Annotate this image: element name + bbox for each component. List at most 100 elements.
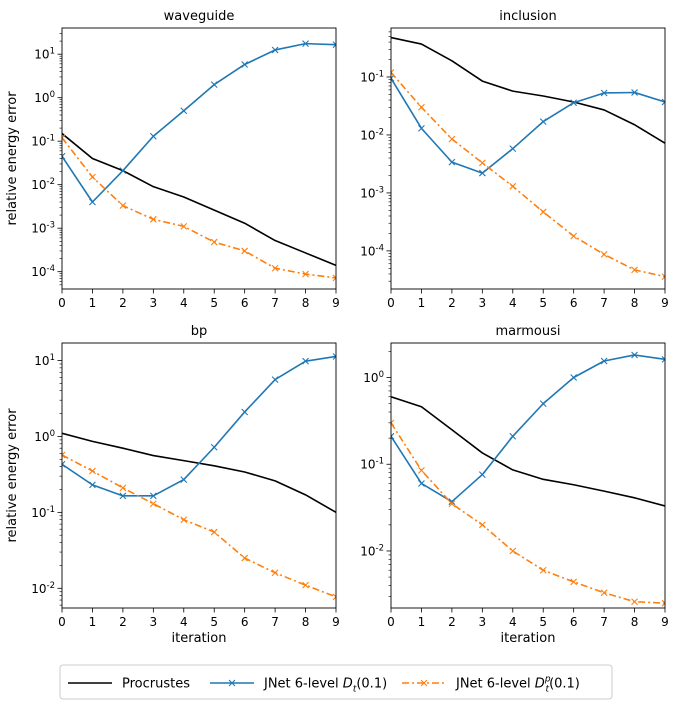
marker-stroke (119, 167, 127, 175)
marker-stroke (241, 61, 249, 68)
legend-label: Procrustes (122, 677, 190, 692)
marker-stroke (332, 353, 336, 358)
legend-entry-2: JNet 6-level Dp t(0.1) (402, 675, 580, 695)
x-tick-label: 0 (58, 296, 66, 310)
x-tick-label: 6 (241, 615, 249, 629)
x-tick-label: 7 (271, 296, 279, 310)
data-point-marker (210, 528, 218, 536)
series-line-2 (62, 137, 336, 279)
plot-title: waveguide (164, 9, 235, 24)
marker-stroke (570, 578, 578, 586)
data-point-marker (241, 247, 249, 255)
marker-stroke (89, 198, 96, 206)
legend-marker (420, 679, 428, 687)
data-point-marker (631, 266, 638, 274)
data-point-marker (631, 351, 638, 359)
data-point-marker (570, 374, 578, 381)
x-tick-label: 4 (180, 615, 188, 629)
data-point-marker (271, 569, 279, 577)
data-point-marker (539, 118, 547, 125)
data-point-marker (509, 182, 517, 190)
marker-stroke (62, 134, 66, 139)
x-tick-label: 2 (119, 615, 127, 629)
data-point-marker (119, 167, 127, 175)
marker-stroke (509, 432, 517, 440)
marker-stroke (391, 69, 395, 74)
x-tick-label: 9 (332, 296, 340, 310)
marker-stroke (89, 481, 96, 489)
marker-stroke (539, 566, 547, 574)
marker-stroke (600, 251, 608, 258)
x-tick-label: 3 (479, 296, 487, 310)
marker-stroke (332, 593, 336, 598)
marker-stroke (631, 598, 638, 606)
data-point-marker (332, 353, 336, 360)
marker-stroke (332, 596, 336, 601)
marker-stroke (332, 43, 336, 49)
data-point-marker (600, 589, 608, 597)
marker-stroke (210, 528, 218, 536)
marker-stroke (448, 498, 456, 506)
marker-stroke (539, 118, 547, 125)
x-tick-label: 2 (448, 296, 456, 310)
marker-stroke (418, 480, 425, 487)
marker-stroke (62, 463, 66, 468)
data-point-marker (119, 484, 127, 492)
marker-stroke (631, 266, 638, 274)
legend-label: JNet 6-level Dp t(0.1) (455, 675, 580, 695)
marker-stroke (302, 40, 309, 48)
marker-stroke (149, 132, 157, 140)
marker-stroke (241, 408, 249, 416)
data-point-marker (391, 74, 395, 82)
data-point-marker (509, 145, 517, 153)
data-point-marker (241, 554, 249, 562)
marker-stroke (332, 41, 336, 46)
plot-title: inclusion (499, 9, 556, 24)
marker-stroke (149, 500, 157, 508)
marker-stroke (391, 419, 395, 424)
data-point-marker (332, 41, 336, 49)
marker-stroke (62, 136, 66, 142)
data-point-marker (631, 89, 638, 96)
marker-stroke (509, 182, 517, 190)
x-tick-label: 3 (150, 296, 158, 310)
series-group (62, 40, 336, 282)
data-point-marker (391, 432, 395, 440)
marker-stroke (180, 223, 188, 230)
x-tick-label: 6 (570, 615, 578, 629)
x-tick-label: 5 (210, 296, 218, 310)
data-point-marker (661, 599, 665, 607)
y-tick-label: 10-1 (31, 505, 55, 520)
x-tick-label: 8 (631, 615, 639, 629)
data-point-marker (332, 274, 336, 282)
data-point-marker (418, 124, 425, 132)
x-tick-label: 4 (180, 296, 188, 310)
marker-stroke (478, 159, 486, 167)
marker-stroke (391, 422, 395, 427)
data-point-marker (631, 598, 638, 606)
marker-stroke (210, 238, 218, 246)
data-point-marker (418, 466, 425, 474)
plot-title: marmousi (496, 324, 561, 339)
chart-panel-inclusion: inclusion 10-4 10-3 10-2 10-1 0 1 2 3 4 5 6 7 8 9 (360, 9, 669, 310)
data-point-marker (418, 103, 425, 111)
marker-stroke (332, 274, 336, 279)
y-axis-label: relative energy error (5, 91, 20, 226)
y-tick-label: 10-2 (360, 127, 384, 142)
data-point-marker (448, 158, 456, 166)
marker-stroke (302, 357, 309, 365)
data-point-marker (509, 432, 517, 440)
x-tick-label: 0 (58, 615, 66, 629)
data-point-marker (271, 46, 279, 54)
x-tick-label: 3 (479, 615, 487, 629)
data-point-marker (302, 40, 309, 48)
plot-frame (61, 342, 337, 609)
legend-entry-0: Procrustes (68, 677, 190, 692)
x-tick-label: 9 (332, 615, 340, 629)
y-axis-label: relative energy error (5, 408, 20, 543)
series-line-1 (62, 42, 336, 203)
y-tick-label: 100 (34, 90, 55, 105)
y-tick-label: 100 (363, 370, 384, 385)
data-point-marker (62, 152, 66, 160)
